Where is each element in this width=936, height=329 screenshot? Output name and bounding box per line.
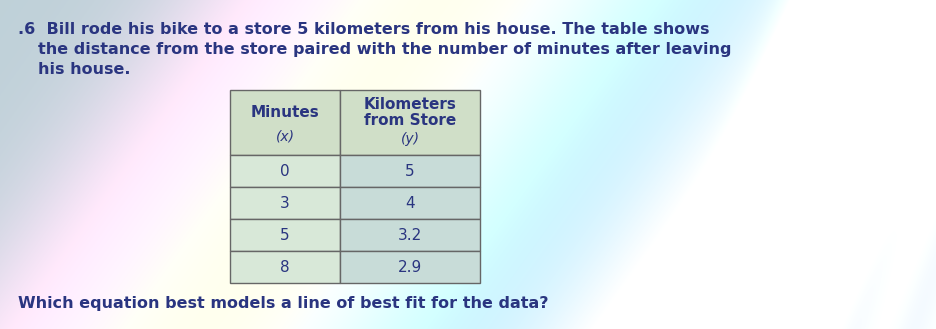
Bar — [230, 251, 340, 283]
Bar — [230, 219, 340, 251]
Text: 5: 5 — [280, 227, 290, 242]
Text: his house.: his house. — [38, 62, 130, 77]
Bar — [340, 155, 480, 187]
Text: 5: 5 — [405, 164, 415, 179]
Text: (x): (x) — [275, 130, 295, 143]
Text: 8: 8 — [280, 260, 290, 274]
Bar — [340, 90, 480, 155]
Text: Kilometers: Kilometers — [363, 97, 457, 112]
Text: from Store: from Store — [364, 113, 456, 128]
Text: 2.9: 2.9 — [398, 260, 422, 274]
Bar — [230, 155, 340, 187]
Text: Minutes: Minutes — [251, 105, 319, 120]
Text: the distance from the store paired with the number of minutes after leaving: the distance from the store paired with … — [38, 42, 732, 57]
Text: .6  Bill rode his bike to a store 5 kilometers from his house. The table shows: .6 Bill rode his bike to a store 5 kilom… — [18, 22, 709, 37]
Text: 0: 0 — [280, 164, 290, 179]
Bar — [340, 251, 480, 283]
Text: 3.2: 3.2 — [398, 227, 422, 242]
Bar — [340, 219, 480, 251]
Text: 3: 3 — [280, 195, 290, 211]
Text: 4: 4 — [405, 195, 415, 211]
Bar — [340, 187, 480, 219]
Text: Which equation best models a line of best fit for the data?: Which equation best models a line of bes… — [18, 296, 548, 311]
Bar — [230, 187, 340, 219]
Bar — [230, 90, 340, 155]
Text: (y): (y) — [401, 132, 419, 145]
